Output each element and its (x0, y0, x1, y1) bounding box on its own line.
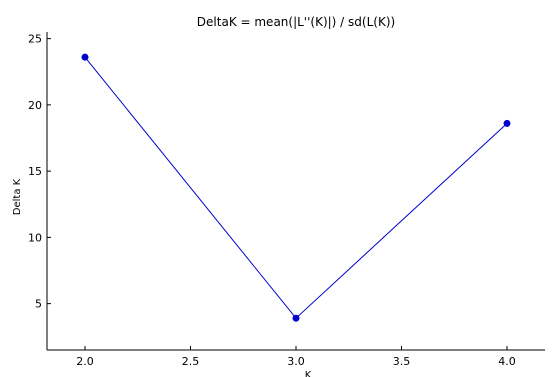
data-point (503, 119, 511, 127)
y-tick-label: 5 (35, 298, 42, 311)
x-tick-label: 3.5 (393, 355, 411, 368)
axes (46, 32, 545, 351)
plot-area (81, 53, 511, 322)
x-axis-label: K (305, 370, 312, 377)
y-tick-label: 10 (28, 231, 42, 244)
data-point (292, 314, 300, 322)
y-tick-label: 25 (28, 33, 42, 46)
x-tick-label: 3.0 (287, 355, 305, 368)
data-point (81, 53, 89, 61)
ticks: 2.0 2.5 3.0 3.5 4.0 5 10 15 20 25 (28, 33, 516, 368)
y-tick-label: 15 (28, 165, 42, 178)
y-tick-label: 20 (28, 99, 42, 112)
x-tick-label: 2.5 (182, 355, 200, 368)
chart-title: DeltaK = mean(|L''(K)|) / sd(L(K)) (197, 15, 395, 29)
y-axis-label: Delta K (12, 178, 23, 215)
series-line (84, 56, 508, 319)
x-tick-label: 2.0 (76, 355, 94, 368)
x-tick-label: 4.0 (498, 355, 516, 368)
